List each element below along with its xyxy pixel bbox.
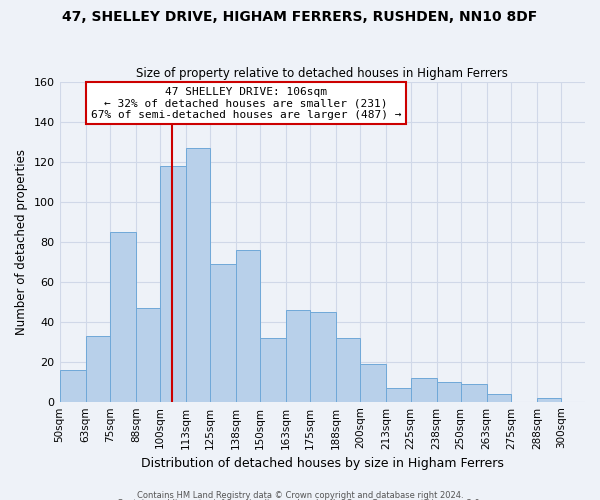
X-axis label: Distribution of detached houses by size in Higham Ferrers: Distribution of detached houses by size … (141, 457, 504, 470)
Bar (186, 148, 210, 402)
Bar (386, 388, 410, 402)
Bar (160, 166, 186, 402)
Bar (487, 394, 511, 402)
Text: 47, SHELLEY DRIVE, HIGHAM FERRERS, RUSHDEN, NN10 8DF: 47, SHELLEY DRIVE, HIGHAM FERRERS, RUSHD… (62, 10, 538, 24)
Bar (310, 312, 337, 402)
Text: Contains HM Land Registry data © Crown copyright and database right 2024.: Contains HM Land Registry data © Crown c… (137, 490, 463, 500)
Bar (410, 378, 437, 402)
Title: Size of property relative to detached houses in Higham Ferrers: Size of property relative to detached ho… (136, 66, 508, 80)
Bar (286, 310, 310, 402)
Bar (59, 370, 86, 402)
Bar (86, 336, 110, 402)
Y-axis label: Number of detached properties: Number of detached properties (15, 149, 28, 335)
Bar (461, 384, 487, 402)
Bar (136, 308, 160, 402)
Bar (236, 250, 260, 402)
Bar (537, 398, 561, 402)
Bar (110, 232, 136, 402)
Bar (361, 364, 386, 402)
Bar (260, 338, 286, 402)
Bar (337, 338, 361, 402)
Bar (437, 382, 461, 402)
Text: 47 SHELLEY DRIVE: 106sqm
← 32% of detached houses are smaller (231)
67% of semi-: 47 SHELLEY DRIVE: 106sqm ← 32% of detach… (91, 87, 401, 120)
Bar (210, 264, 236, 402)
